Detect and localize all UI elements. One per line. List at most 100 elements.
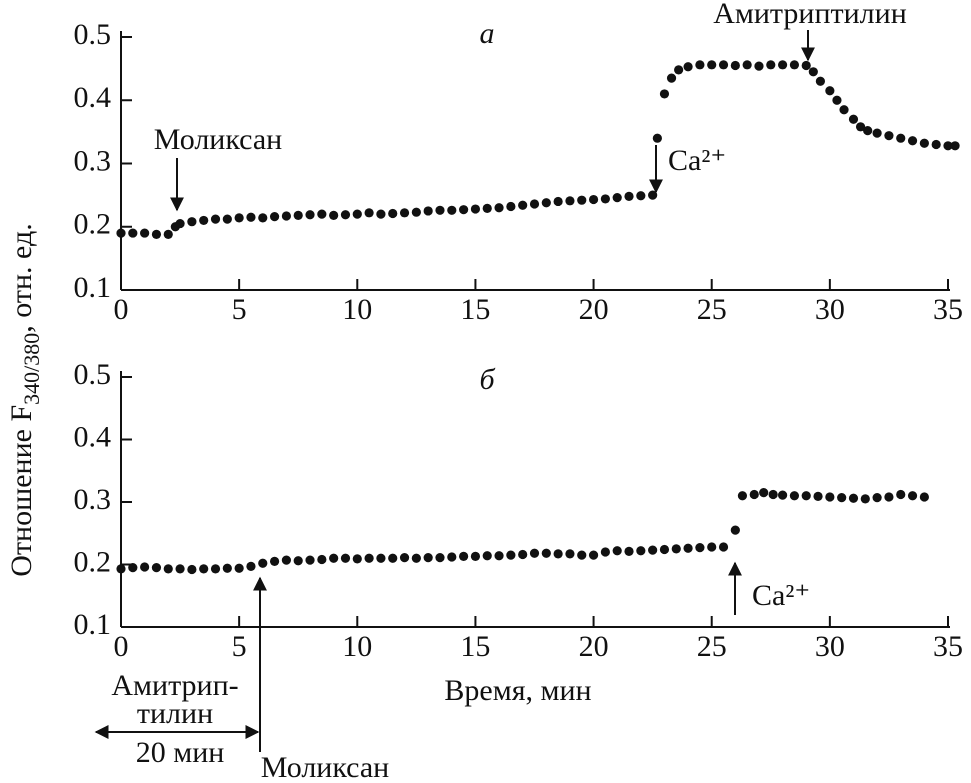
data-point bbox=[801, 60, 811, 71]
data-point bbox=[907, 136, 918, 146]
data-point bbox=[695, 60, 705, 70]
data-point bbox=[588, 550, 599, 560]
data-point bbox=[222, 214, 232, 224]
data-point bbox=[730, 60, 740, 71]
data-point bbox=[754, 61, 764, 71]
data-point bbox=[759, 488, 769, 498]
data-point bbox=[423, 553, 433, 563]
data-point bbox=[494, 203, 504, 213]
data-point bbox=[258, 213, 268, 223]
data-point bbox=[839, 105, 849, 115]
data-point bbox=[789, 491, 800, 501]
data-point bbox=[317, 554, 327, 565]
data-point bbox=[163, 564, 173, 574]
data-point bbox=[435, 205, 445, 215]
y-axis-label: Отношение F340/380, отн. ед. bbox=[5, 223, 44, 576]
data-point bbox=[482, 203, 492, 214]
data-point bbox=[565, 196, 575, 206]
data-point bbox=[411, 207, 421, 217]
data-point bbox=[742, 60, 752, 70]
data-point bbox=[411, 553, 421, 563]
data-point bbox=[210, 214, 221, 224]
data-point bbox=[718, 60, 729, 70]
data-point bbox=[376, 553, 386, 563]
data-point bbox=[187, 564, 197, 575]
data-point bbox=[832, 95, 842, 105]
data-point bbox=[340, 210, 351, 220]
x-tick-label: 5 bbox=[232, 293, 247, 326]
data-point bbox=[364, 553, 374, 563]
data-point bbox=[636, 191, 646, 201]
data-point bbox=[789, 60, 800, 70]
data-point bbox=[884, 492, 894, 502]
data-point bbox=[577, 195, 587, 205]
data-point bbox=[506, 201, 516, 212]
data-point bbox=[529, 199, 540, 209]
data-point bbox=[652, 133, 662, 143]
data-point bbox=[600, 547, 610, 557]
data-point bbox=[837, 493, 847, 503]
data-point bbox=[863, 126, 873, 136]
data-point bbox=[435, 553, 445, 563]
data-point bbox=[482, 551, 492, 561]
data-point bbox=[950, 141, 960, 151]
data-point bbox=[768, 489, 778, 500]
data-point bbox=[541, 198, 551, 208]
data-point bbox=[329, 210, 339, 220]
data-point bbox=[518, 200, 528, 210]
data-point bbox=[666, 73, 677, 83]
y-tick-label: 0.3 bbox=[74, 144, 112, 177]
data-point bbox=[683, 543, 693, 553]
data-point bbox=[175, 564, 185, 574]
data-point bbox=[718, 542, 729, 552]
data-point bbox=[707, 60, 717, 70]
data-point bbox=[210, 564, 221, 574]
data-point bbox=[518, 549, 528, 560]
data-point bbox=[459, 205, 469, 215]
data-point bbox=[884, 131, 894, 141]
data-point bbox=[128, 563, 138, 573]
data-point bbox=[815, 76, 826, 86]
data-point bbox=[234, 213, 244, 223]
data-point bbox=[778, 60, 788, 70]
data-point bbox=[624, 546, 634, 556]
data-point bbox=[329, 553, 339, 563]
x-tick-label: 15 bbox=[460, 293, 490, 326]
data-point bbox=[943, 141, 953, 151]
data-point bbox=[674, 65, 684, 75]
data-point bbox=[423, 206, 433, 216]
data-point bbox=[281, 555, 291, 565]
data-point bbox=[565, 549, 575, 559]
annotation: Ca²⁺ bbox=[668, 144, 726, 177]
data-point bbox=[737, 491, 748, 501]
data-point bbox=[553, 196, 563, 207]
data-point bbox=[707, 542, 717, 552]
data-point bbox=[175, 218, 185, 229]
data-point bbox=[896, 489, 906, 500]
data-point bbox=[151, 229, 162, 239]
data-point bbox=[860, 494, 870, 504]
data-point bbox=[364, 208, 374, 218]
data-point bbox=[305, 555, 315, 565]
data-point bbox=[470, 204, 481, 214]
x-tick-label: 35 bbox=[933, 630, 963, 663]
annotation: Моликсан bbox=[154, 123, 282, 156]
data-point bbox=[388, 553, 398, 563]
data-point bbox=[600, 194, 610, 204]
data-point bbox=[695, 543, 705, 553]
data-point bbox=[541, 548, 551, 558]
data-point bbox=[269, 556, 280, 566]
data-point bbox=[683, 62, 693, 72]
x-axis-label: Время, мин bbox=[444, 674, 591, 707]
x-tick-label: 0 bbox=[114, 630, 129, 663]
y-tick-label: 0.5 bbox=[74, 18, 112, 51]
data-point bbox=[140, 228, 150, 238]
data-point bbox=[269, 212, 280, 222]
data-point bbox=[494, 551, 504, 561]
data-point bbox=[459, 551, 469, 561]
data-point bbox=[659, 544, 670, 555]
data-point bbox=[140, 562, 150, 572]
data-point bbox=[293, 556, 303, 566]
data-point bbox=[151, 563, 162, 573]
